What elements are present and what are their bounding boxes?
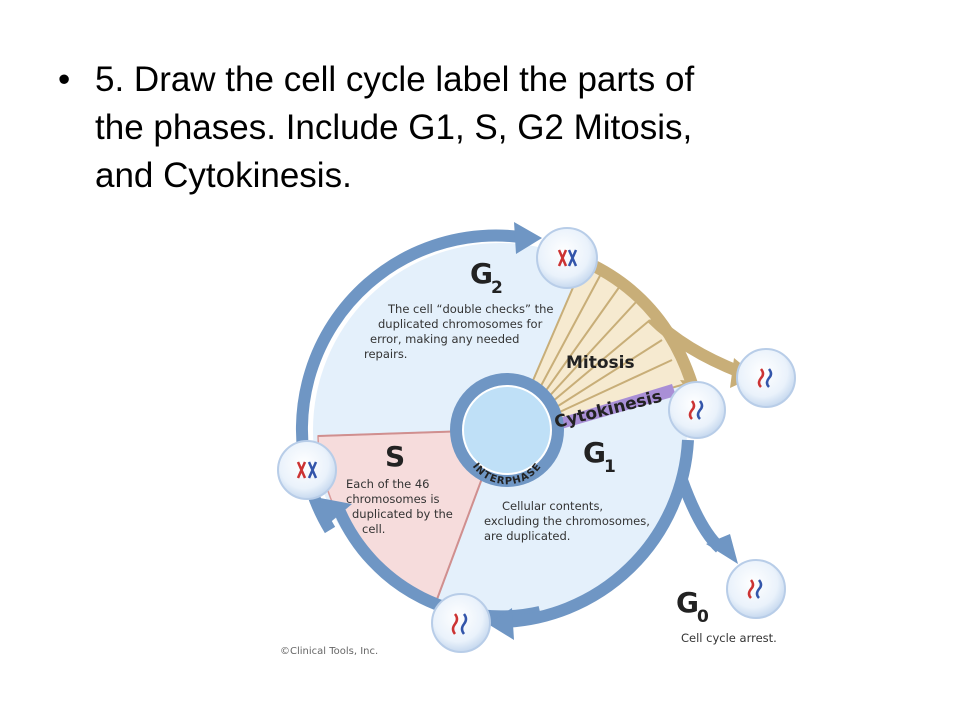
cell-icon-mitosis-branch xyxy=(736,348,796,408)
instruction-line-3: and Cytokinesis. xyxy=(95,156,352,195)
g0-description: Cell cycle arrest. xyxy=(681,631,777,645)
cell-icon-cytokinesis xyxy=(668,381,726,439)
svg-text:G: G xyxy=(583,436,606,469)
cell-icon-g2 xyxy=(536,227,598,289)
cell-icon-g1-bottom xyxy=(431,593,491,653)
instruction-line-2: the phases. Include G1, S, G2 Mitosis, xyxy=(95,108,693,147)
g2-description: The cell “double checks” the duplicated … xyxy=(364,302,557,361)
svg-text:G: G xyxy=(676,586,699,619)
cytokinesis-band xyxy=(540,384,676,434)
cell-icon-s xyxy=(277,440,337,500)
s-label: S xyxy=(385,440,405,473)
mitosis-fan xyxy=(520,256,756,428)
g0-label: G 0 xyxy=(676,586,709,627)
svg-text:0: 0 xyxy=(697,607,709,627)
instruction-line-1: 5. Draw the cell cycle label the parts o… xyxy=(95,60,695,99)
svg-text:G: G xyxy=(470,257,493,290)
bullet-marker: • xyxy=(58,60,71,99)
g1-label: G 1 xyxy=(583,436,616,477)
mitosis-label: Mitosis xyxy=(566,353,635,373)
g1-description: Cellular contents, excluding the chromos… xyxy=(484,499,654,543)
slide-text: • 5. Draw the cell cycle label the parts… xyxy=(58,56,918,200)
svg-text:1: 1 xyxy=(604,457,616,477)
cell-center xyxy=(462,385,552,475)
g2-label: G 2 xyxy=(470,257,503,298)
svg-text:2: 2 xyxy=(491,278,503,298)
s-description: Each of the 46 chromosomes is duplicated… xyxy=(346,477,456,536)
copyright-text: ©Clinical Tools, Inc. xyxy=(280,646,378,657)
cell-icon-g0 xyxy=(726,559,786,619)
